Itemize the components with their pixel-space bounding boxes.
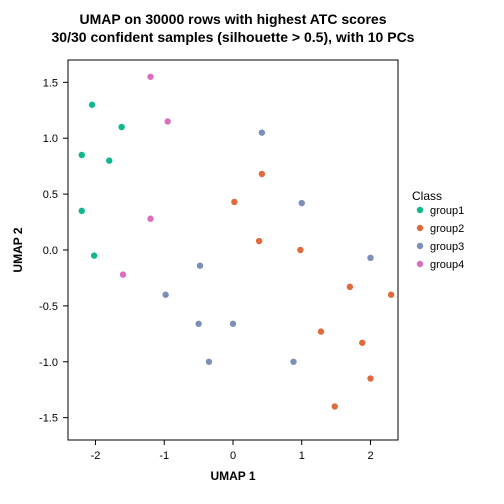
data-point	[118, 124, 124, 130]
x-tick-label: -2	[91, 450, 101, 462]
data-point	[91, 252, 97, 258]
data-point	[259, 171, 265, 177]
data-point	[120, 271, 126, 277]
data-point	[147, 74, 153, 80]
data-point	[195, 321, 201, 327]
data-point	[318, 328, 324, 334]
legend-swatch	[417, 243, 423, 249]
y-tick-label: 1.0	[43, 133, 58, 145]
chart-title-line2: 30/30 confident samples (silhouette > 0.…	[52, 29, 415, 45]
data-point	[388, 292, 394, 298]
y-tick-label: -1.0	[39, 357, 58, 369]
data-point	[89, 102, 95, 108]
legend-swatch	[417, 207, 423, 213]
x-tick-label: 0	[230, 450, 236, 462]
x-tick-label: 1	[299, 450, 305, 462]
legend-label: group1	[430, 205, 464, 217]
data-point	[259, 129, 265, 135]
data-point	[79, 208, 85, 214]
legend-label: group3	[430, 241, 464, 253]
data-point	[290, 359, 296, 365]
legend-swatch	[417, 225, 423, 231]
data-point	[162, 292, 168, 298]
x-tick-label: -1	[159, 450, 169, 462]
data-point	[230, 321, 236, 327]
legend-swatch	[417, 261, 423, 267]
y-tick-label: 1.5	[43, 77, 58, 89]
data-point	[332, 403, 338, 409]
legend-label: group4	[430, 259, 464, 271]
scatter-plot: -2 -1 0 1 2 -1.5 -1.0 -0.5 0.0 0.5 1.0 1.5 UMAP 1 UMA…	[0, 0, 504, 504]
data-point	[147, 216, 153, 222]
data-point	[197, 262, 203, 268]
chart-title-line1: UMAP on 30000 rows with highest ATC scor…	[79, 11, 386, 27]
data-point	[164, 118, 170, 124]
y-tick-label: 0.5	[43, 189, 58, 201]
chart-container: -2 -1 0 1 2 -1.5 -1.0 -0.5 0.0 0.5 1.0 1.5 UMAP 1 UMA…	[0, 0, 504, 504]
legend-title: Class	[412, 189, 442, 203]
x-axis-label: UMAP 1	[210, 469, 255, 483]
data-point	[231, 199, 237, 205]
data-point	[256, 238, 262, 244]
y-axis-label: UMAP 2	[11, 227, 25, 272]
data-point	[297, 247, 303, 253]
y-tick-label: 0.0	[43, 245, 58, 257]
data-point	[79, 152, 85, 158]
data-point	[206, 359, 212, 365]
data-point	[299, 200, 305, 206]
legend-label: group2	[430, 223, 464, 235]
y-tick-label: -0.5	[39, 301, 58, 313]
data-point	[359, 340, 365, 346]
data-point	[106, 157, 112, 163]
data-point	[367, 375, 373, 381]
x-tick-label: 2	[367, 450, 373, 462]
data-point	[367, 255, 373, 261]
y-tick-label: -1.5	[39, 413, 58, 425]
data-point	[347, 284, 353, 290]
